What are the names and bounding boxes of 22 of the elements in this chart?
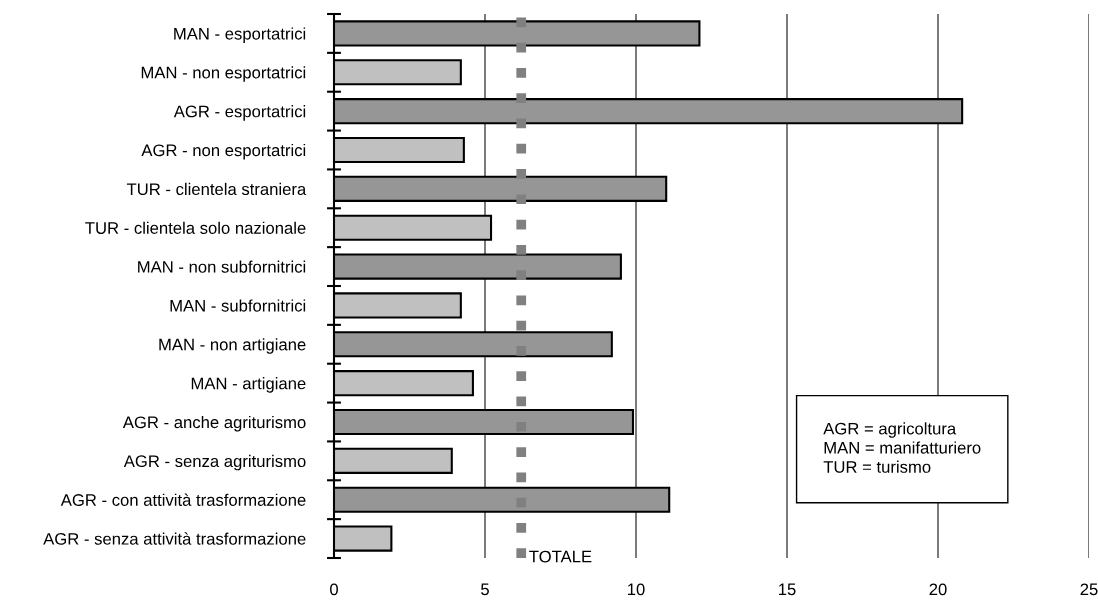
y-tick-label: AGR - senza attività trasformazione	[43, 532, 306, 545]
x-tick-label: 20	[929, 583, 947, 596]
x-tick-label: 25	[1080, 583, 1098, 596]
y-tick-label: TUR - clientela straniera	[126, 182, 307, 196]
y-tick-label: MAN - subfornitrici	[170, 299, 306, 312]
y-tick-label: AGR - senza agriturismo	[123, 454, 306, 471]
y-tick-label: MAN - non esportatrici	[141, 66, 306, 82]
y-tick-label: MAN - non subfornitrici	[138, 260, 306, 273]
annotation: AGR = agricoltura MAN = manifatturiero TUR = turismo	[823, 422, 981, 473]
ref-line-label: TOTALE	[529, 550, 592, 563]
y-tick-label: AGR - non esportatrici	[141, 143, 306, 160]
y-tick-label: AGR - anche agriturismo	[122, 415, 306, 432]
x-tick-label: 15	[779, 583, 796, 596]
y-tick-label: AGR - esportatrici	[173, 105, 306, 121]
y-tick-label: MAN - non artigiane	[159, 338, 306, 354]
x-tick-label: 5	[481, 583, 489, 596]
x-tick-label: 0	[330, 583, 338, 596]
x-tick-label: 10	[628, 583, 645, 596]
y-tick-label: MAN - esportatrici	[174, 27, 306, 43]
y-tick-label: AGR - con attività trasformazione	[60, 493, 306, 506]
y-tick-label: TUR - clientela solo nazionale	[85, 221, 306, 234]
y-tick-label: MAN - artigiane	[191, 377, 306, 393]
